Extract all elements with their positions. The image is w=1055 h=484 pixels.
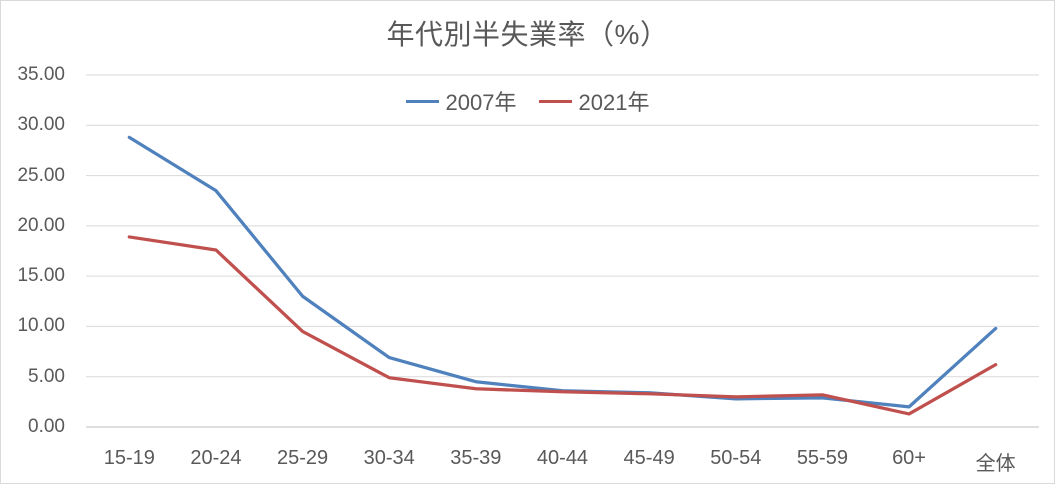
legend-line-swatch-2021 xyxy=(538,99,572,103)
x-axis-category-label: 20-24 xyxy=(190,447,242,469)
y-axis-tick-label: 20.00 xyxy=(17,214,65,236)
y-axis-tick-label: 25.00 xyxy=(17,164,65,186)
chart-legend: 2007年 2021年 xyxy=(1,85,1054,117)
y-axis-tick-label: 35.00 xyxy=(17,64,65,85)
x-axis-category-label: 全体 xyxy=(975,453,1016,475)
chart-title: 年代別半失業率（%） xyxy=(386,19,669,50)
y-axis-tick-label: 15.00 xyxy=(17,265,65,287)
x-axis-category-label: 50-54 xyxy=(710,447,762,469)
series-line-2021年 xyxy=(127,235,998,416)
y-axis-tick-label: 10.00 xyxy=(17,315,65,337)
legend-item-2021: 2021年 xyxy=(538,85,650,117)
x-axis-category-label: 15-19 xyxy=(103,447,155,469)
x-axis-category-label: 45-49 xyxy=(623,447,675,469)
legend-label-2007: 2007年 xyxy=(445,90,517,115)
x-axis-category-label: 40-44 xyxy=(536,447,589,469)
y-axis-tick-label: 0.00 xyxy=(28,416,65,437)
y-axis-tick-label: 5.00 xyxy=(28,365,65,387)
x-axis-category-label: 55-59 xyxy=(796,447,848,469)
x-axis-category-label: 60+ xyxy=(892,447,926,469)
legend-item-2007: 2007年 xyxy=(405,85,517,117)
x-axis-category-label: 25-29 xyxy=(277,447,329,469)
x-axis-category-label: 35-39 xyxy=(450,447,502,469)
series-line-2007年 xyxy=(127,135,998,409)
legend-label-2021: 2021年 xyxy=(578,90,650,115)
y-axis-tick-label: 30.00 xyxy=(17,114,65,136)
x-axis-category-label: 30-34 xyxy=(363,447,415,469)
legend-line-swatch-2007 xyxy=(405,99,439,103)
